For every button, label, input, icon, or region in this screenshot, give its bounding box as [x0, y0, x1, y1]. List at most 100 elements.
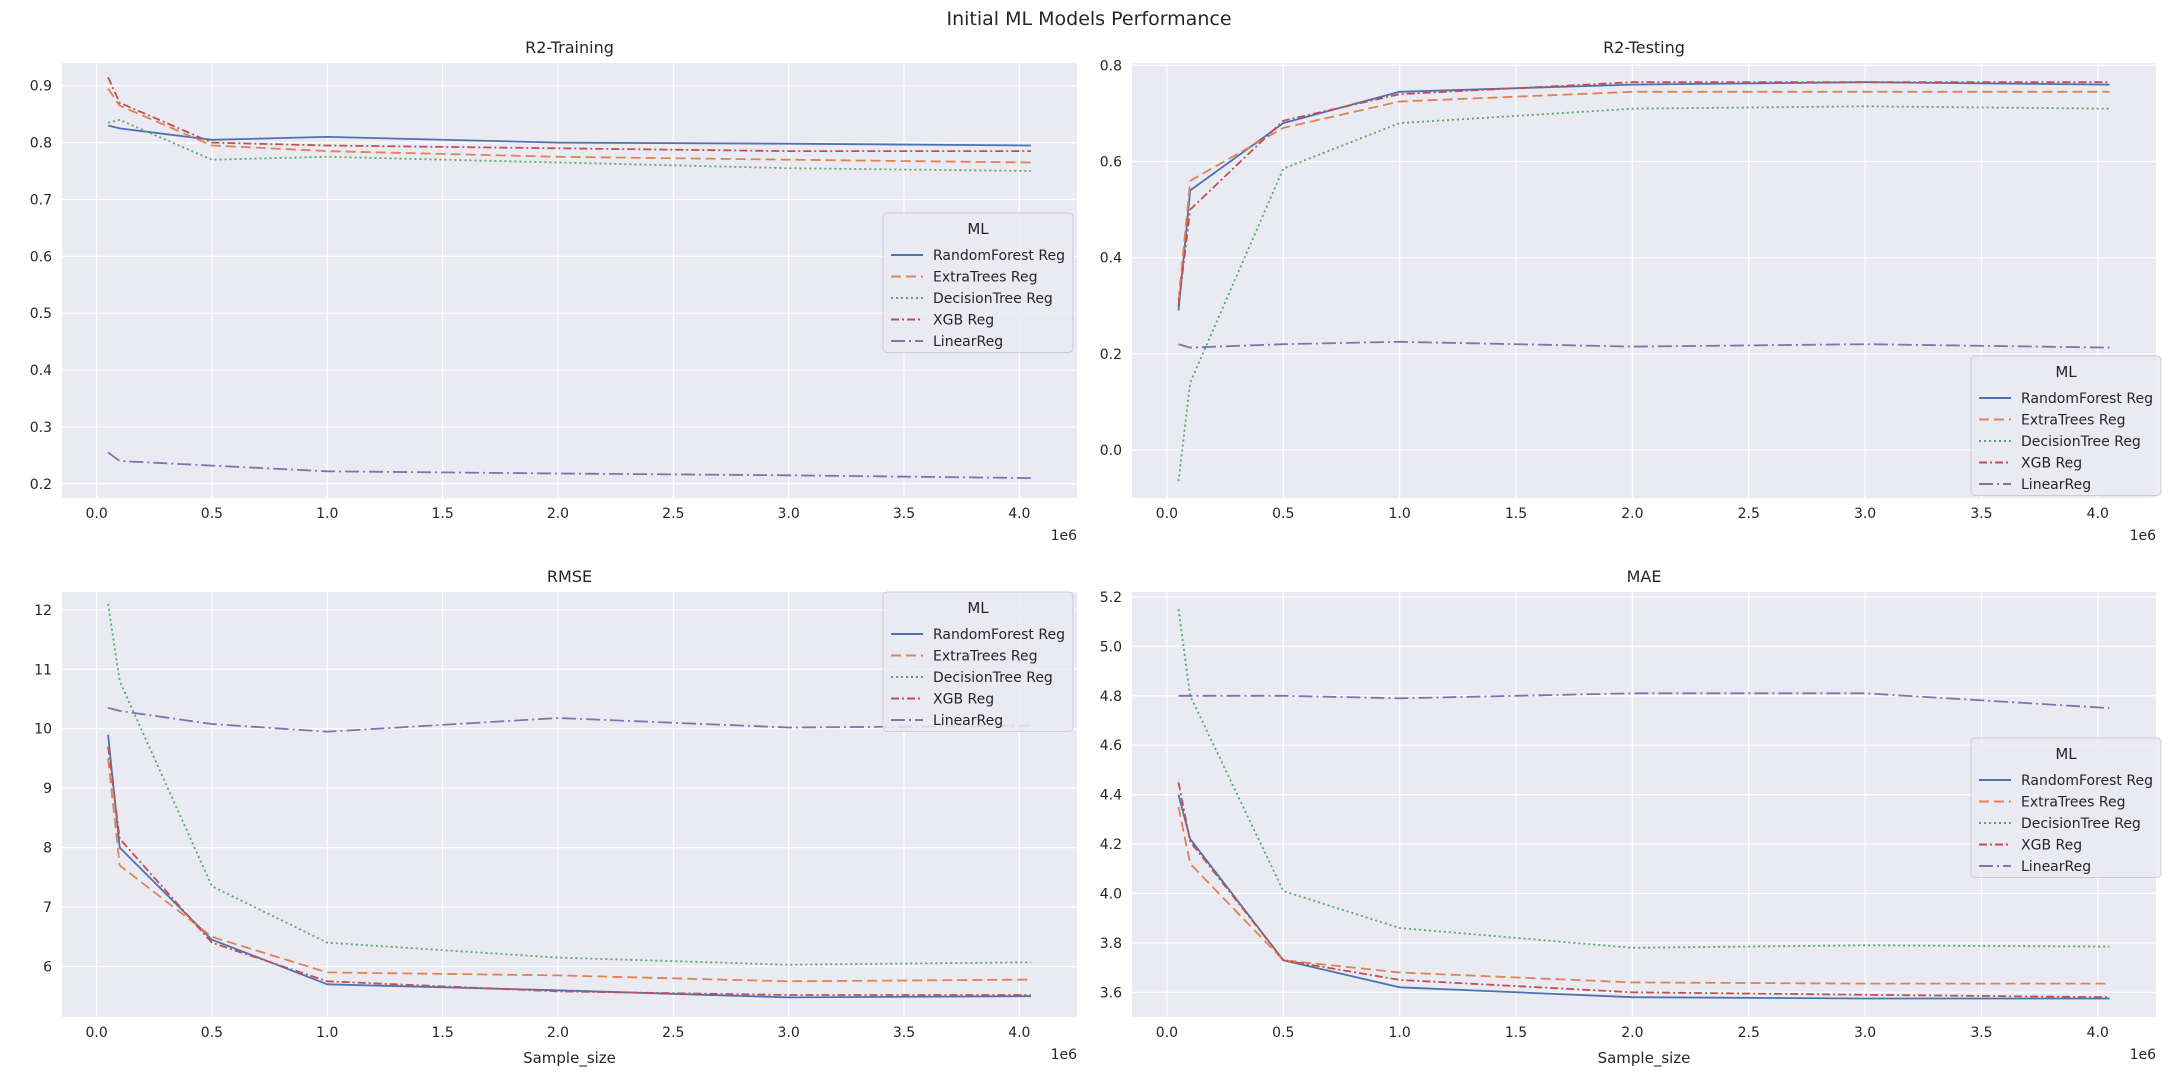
x-tick-label: 1.0: [1389, 506, 1411, 522]
x-tick-label: 3.5: [1970, 1025, 1992, 1041]
x-tick-label: 1.5: [1505, 506, 1527, 522]
x-tick-label: 4.0: [2087, 506, 2109, 522]
legend-label: XGB Reg: [933, 313, 994, 329]
legend-label: ExtraTrees Reg: [2021, 413, 2125, 429]
y-tick-label: 4.6: [1100, 738, 1122, 754]
y-tick-label: 7: [43, 900, 52, 916]
series-line-extratrees-reg: [1177, 806, 2110, 985]
y-tick-label: 4.2: [1100, 837, 1122, 853]
x-offset-label: 1e6: [2130, 1047, 2157, 1063]
x-tick-label: 4.0: [1008, 1025, 1030, 1041]
x-tick-label: 0.5: [201, 506, 223, 522]
x-tick-label: 0.5: [201, 1025, 223, 1041]
legend-label: ExtraTrees Reg: [2021, 795, 2125, 811]
series-line-xgb-reg: [1177, 81, 2110, 306]
y-tick-label: 0.7: [30, 192, 52, 208]
y-tick-label: 0.4: [30, 363, 52, 379]
x-tick-label: 1.0: [316, 1025, 338, 1041]
y-tick-label: 0.0: [1100, 443, 1122, 459]
legend-box: [882, 212, 1074, 353]
x-offset-label: 1e6: [1051, 528, 1078, 544]
x-tick-label: 2.5: [662, 506, 684, 522]
x-tick-label: 0.0: [85, 506, 107, 522]
legend: ML RandomForest Reg ExtraTrees Reg Decision…: [882, 591, 1074, 732]
panel-title: R2-Training: [525, 38, 614, 57]
x-tick-label: 3.0: [778, 506, 800, 522]
legend-label: DecisionTree Reg: [2021, 434, 2141, 450]
y-tick-label: 4.4: [1100, 788, 1122, 804]
legend-label: ExtraTrees Reg: [933, 270, 1037, 286]
series-line-linearreg: [107, 451, 1031, 479]
y-tick-label: 0.9: [30, 79, 52, 95]
x-tick-label: 2.5: [662, 1025, 684, 1041]
legend-label: LinearReg: [2021, 859, 2091, 875]
legend-title: ML: [967, 599, 989, 617]
legend-label: DecisionTree Reg: [933, 291, 1053, 307]
y-tick-label: 5.0: [1100, 639, 1122, 655]
y-tick-label: 0.6: [30, 249, 52, 265]
legend-label: RandomForest Reg: [2021, 773, 2153, 789]
legend: ML RandomForest Reg ExtraTrees Reg Decision…: [882, 212, 1074, 353]
legend-label: LinearReg: [933, 334, 1003, 350]
figure-title: Initial ML Models Performance: [946, 8, 1231, 30]
y-tick-label: 0.8: [1100, 58, 1122, 74]
y-tick-label: 11: [34, 662, 52, 678]
y-tick-label: 3.8: [1100, 936, 1122, 952]
x-axis-label: Sample_size: [1598, 1049, 1691, 1068]
series-line-extratrees-reg: [107, 758, 1031, 983]
legend: ML RandomForest Reg ExtraTrees Reg Decision…: [1970, 355, 2162, 496]
x-tick-label: 1.5: [431, 506, 453, 522]
legend-label: RandomForest Reg: [933, 627, 1065, 643]
x-tick-label: 2.0: [547, 1025, 569, 1041]
x-tick-label: 1.0: [1389, 1025, 1411, 1041]
legend-label: XGB Reg: [2021, 456, 2082, 472]
series-line-extratrees-reg: [107, 88, 1031, 164]
series-line-randomforest-reg: [107, 124, 1031, 147]
legend: ML RandomForest Reg ExtraTrees Reg Decision…: [1970, 737, 2162, 878]
x-tick-label: 3.5: [1970, 506, 1992, 522]
y-tick-label: 0.4: [1100, 251, 1122, 267]
x-tick-label: 2.0: [1621, 1025, 1643, 1041]
legend-label: LinearReg: [933, 713, 1003, 729]
series-line-randomforest-reg: [1177, 794, 2110, 1000]
x-offset-label: 1e6: [1051, 1047, 1078, 1063]
y-tick-label: 4.0: [1100, 886, 1122, 902]
x-offset-label: 1e6: [2130, 528, 2157, 544]
legend-label: DecisionTree Reg: [933, 670, 1053, 686]
x-tick-label: 1.5: [1505, 1025, 1527, 1041]
y-tick-label: 0.6: [1100, 155, 1122, 171]
legend-label: DecisionTree Reg: [2021, 816, 2141, 832]
y-tick-label: 8: [43, 841, 52, 857]
chart-panel: 0.0 0.5 1.0 1.5 2.0 2.5 3.0 3.5 4.0 6 7 8 9 10 11 12 RMS…: [34, 567, 1077, 1068]
chart-panel: 0.0 0.5 1.0 1.5 2.0 2.5 3.0 3.5 4.0 3.6 3.8 4.0 4.2 4…: [1100, 567, 2162, 1068]
x-tick-label: 2.0: [547, 506, 569, 522]
legend-label: RandomForest Reg: [2021, 391, 2153, 407]
series-line-randomforest-reg: [107, 734, 1031, 999]
x-tick-label: 4.0: [2087, 1025, 2109, 1041]
legend-label: ExtraTrees Reg: [933, 649, 1037, 665]
y-tick-label: 0.2: [30, 477, 52, 493]
y-tick-label: 5.2: [1100, 590, 1122, 606]
series-line-linearreg: [1178, 692, 2110, 709]
chart-panel: 0.0 0.5 1.0 1.5 2.0 2.5 3.0 3.5 4.0 0.0 0.2 0.4 0.6 0…: [1100, 38, 2162, 544]
x-tick-label: 4.0: [1008, 506, 1030, 522]
legend-box: [882, 591, 1074, 732]
y-tick-label: 9: [43, 781, 52, 797]
x-tick-label: 0.5: [1272, 1025, 1294, 1041]
y-tick-label: 10: [34, 722, 52, 738]
y-tick-label: 0.8: [30, 136, 52, 152]
legend-label: XGB Reg: [2021, 838, 2082, 854]
legend-label: XGB Reg: [933, 692, 994, 708]
series-line-linearreg: [107, 707, 1031, 733]
y-tick-label: 0.5: [30, 306, 52, 322]
legend-label: LinearReg: [2021, 477, 2091, 493]
y-tick-label: 0.2: [1100, 347, 1122, 363]
series-line-extratrees-reg: [1177, 90, 2110, 301]
legend-label: RandomForest Reg: [933, 248, 1065, 264]
x-tick-label: 3.0: [1854, 506, 1876, 522]
series-line-decisiontree-reg: [1177, 609, 2110, 949]
y-tick-label: 6: [43, 959, 52, 975]
series-line-randomforest-reg: [1177, 81, 2110, 311]
legend-box: [1970, 355, 2162, 496]
